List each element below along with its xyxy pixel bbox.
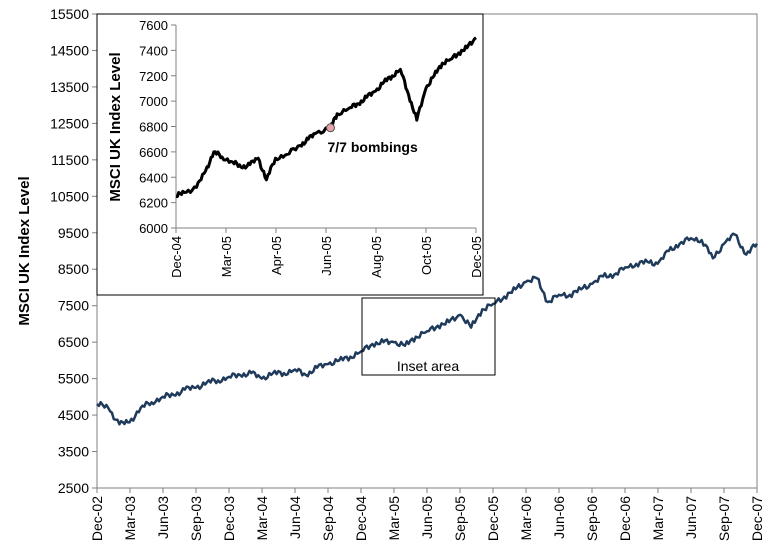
inset-y-axis-label: MSCI UK Index Level [107, 52, 124, 201]
main-x-tick-label: Mar-06 [518, 496, 534, 541]
main-y-tick-label: 10500 [50, 188, 89, 204]
inset-y-tick-label: 7600 [139, 18, 168, 33]
main-y-tick-label: 7500 [58, 298, 89, 314]
main-x-tick-label: Dec-05 [485, 496, 501, 541]
main-x-tick-label: Dec-04 [353, 496, 369, 541]
inset-x-tick-label: Mar-05 [219, 236, 234, 277]
inset-x-tick-label: Dec-04 [169, 236, 184, 278]
main-y-ticks: 2500 3500 4500 5500 6500 7500 8500 9500 10500 115… [50, 6, 97, 496]
main-x-tick-label: Dec-02 [89, 496, 105, 541]
inset-chart: 6000 6200 6400 6600 6800 7000 7200 7400 7600 Dec… [96, 13, 484, 296]
inset-x-tick-label: Dec-05 [469, 236, 484, 278]
bombings-label: 7/7 bombings [328, 139, 418, 155]
main-y-tick-label: 4500 [58, 407, 89, 423]
inset-y-tick-label: 7400 [139, 43, 168, 58]
main-x-tick-label: Mar-07 [650, 496, 666, 541]
main-x-tick-label: Sep-06 [584, 496, 600, 541]
inset-y-tick-label: 6000 [139, 221, 168, 236]
main-x-tick-label: Jun-03 [155, 496, 171, 539]
inset-y-tick-label: 7200 [139, 69, 168, 84]
inset-y-ticks: 6000 6200 6400 6600 6800 7000 7200 7400 7600 [139, 18, 176, 236]
main-y-tick-label: 13500 [50, 79, 89, 95]
main-x-ticks: Dec-02 Mar-03 Jun-03 Sep-03 Dec-03 Mar-04 Jun-… [89, 488, 765, 541]
inset-y-tick-label: 6200 [139, 196, 168, 211]
main-x-tick-label: Sep-07 [716, 496, 732, 541]
inset-area-label: Inset area [397, 358, 459, 374]
main-chart: 2500 3500 4500 5500 6500 7500 8500 9500 10500 115… [16, 6, 765, 541]
main-y-tick-label: 8500 [58, 261, 89, 277]
inset-y-tick-label: 6400 [139, 170, 168, 185]
inset-series-line-0 [175, 36, 477, 199]
main-x-tick-label: Jun-07 [683, 496, 699, 539]
main-x-tick-label: Sep-05 [452, 496, 468, 541]
main-x-tick-label: Jun-06 [551, 496, 567, 539]
main-x-tick-label: Dec-07 [749, 496, 765, 541]
main-x-tick-label: Sep-04 [320, 496, 336, 541]
inset-x-tick-label: Oct-05 [419, 236, 434, 275]
main-y-tick-label: 5500 [58, 371, 89, 387]
inset-y-tick-label: 6800 [139, 120, 168, 135]
inset-series [175, 36, 477, 199]
main-y-tick-label: 15500 [50, 6, 89, 22]
inset-y-tick-label: 7000 [139, 94, 168, 109]
main-x-tick-label: Mar-05 [386, 496, 402, 541]
main-y-tick-label: 11500 [51, 152, 89, 168]
main-x-tick-label: Dec-06 [617, 496, 633, 541]
inset-x-tick-label: Jun-05 [319, 236, 334, 276]
main-x-tick-label: Dec-03 [221, 496, 237, 541]
main-y-tick-label: 2500 [58, 480, 89, 496]
main-x-tick-label: Jun-05 [419, 496, 435, 539]
main-y-tick-label: 3500 [58, 444, 89, 460]
main-y-tick-label: 6500 [58, 334, 89, 350]
main-y-axis-label: MSCI UK Index Level [16, 176, 33, 325]
inset-area-box [361, 297, 496, 376]
main-x-tick-label: Sep-03 [188, 496, 204, 541]
inset-x-tick-label: Aug-05 [369, 236, 384, 278]
main-series [96, 232, 759, 426]
inset-x-tick-label: Apr-05 [269, 236, 284, 275]
main-x-tick-label: Jun-04 [287, 496, 303, 539]
bombings-marker [326, 123, 335, 133]
main-series-line-0 [96, 232, 759, 426]
main-y-tick-label: 14500 [50, 42, 89, 58]
main-y-tick-label: 9500 [58, 225, 89, 241]
inset-y-tick-label: 6600 [139, 145, 168, 160]
main-x-tick-label: Mar-03 [122, 496, 138, 541]
inset-x-ticks: Dec-04 Mar-05 Apr-05 Jun-05 Aug-05 Oct-05 Dec-… [169, 228, 484, 278]
main-y-tick-label: 12500 [50, 115, 89, 131]
main-x-tick-label: Mar-04 [254, 496, 270, 541]
